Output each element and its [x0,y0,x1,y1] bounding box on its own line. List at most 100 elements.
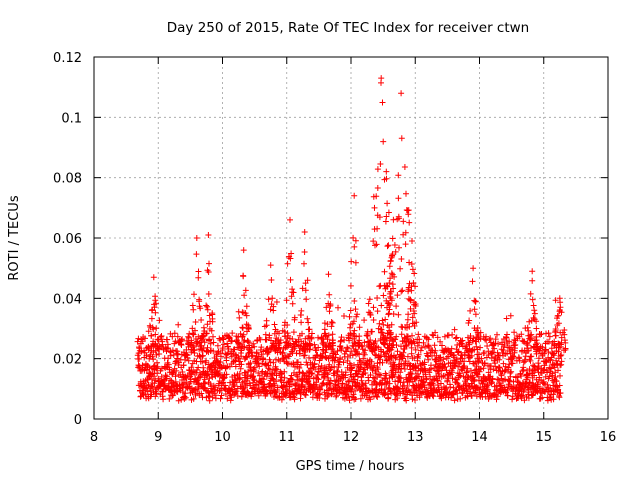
data-point [544,369,551,376]
data-point [529,392,535,399]
data-point [465,354,472,361]
data-point [169,370,176,376]
data-point [539,344,546,351]
data-point [374,166,381,173]
data-point [425,336,432,343]
data-point [341,337,348,343]
data-point [319,380,326,387]
data-point [371,204,378,211]
data-point [198,317,205,323]
data-point [160,396,167,403]
data-point [375,366,381,373]
data-point [386,334,393,341]
data-point [470,265,477,272]
data-point [291,314,298,321]
data-point [335,304,341,311]
data-point [268,301,275,308]
data-point [502,376,509,383]
data-point [195,274,202,281]
data-point [299,285,306,292]
data-point [404,316,411,323]
data-point [467,307,474,314]
data-point [374,394,381,400]
data-point [163,373,170,380]
data-point [360,355,367,362]
data-point [487,335,494,342]
data-point [352,340,359,347]
data-point [409,396,416,403]
data-point [268,277,275,283]
data-point [402,358,409,365]
data-point [347,324,353,331]
data-point [278,396,285,403]
data-point [242,287,249,294]
data-point [396,374,403,381]
data-point [494,331,500,338]
data-point [323,304,330,311]
data-point [215,369,222,376]
data-point [342,391,349,398]
data-point [360,366,367,373]
data-point [431,342,438,349]
data-point [559,329,566,336]
data-point [219,347,226,353]
data-point [562,345,569,352]
data-point [408,344,415,351]
data-point [412,387,419,394]
y-tick-label: 0.04 [53,292,82,307]
data-point [367,396,374,403]
data-point [407,297,414,304]
data-point [389,235,396,242]
data-point [547,385,554,392]
data-point [216,335,223,342]
data-point [389,281,396,288]
data-point [379,99,386,106]
data-point [395,373,402,380]
data-point [409,371,415,377]
data-point [395,195,402,202]
data-point [184,352,191,359]
data-point [214,342,221,349]
data-point [249,352,256,359]
data-point [397,369,404,376]
data-point [405,311,412,318]
data-point [321,330,328,337]
data-point [548,365,555,372]
data-point [481,360,488,367]
data-point [354,311,361,318]
data-point [533,350,540,357]
data-point [240,247,247,254]
data-point [311,341,318,348]
data-point [325,271,332,278]
data-point [346,377,353,384]
data-point [200,336,207,342]
data-point [392,336,399,343]
data-point [351,298,358,304]
data-point [158,333,165,339]
data-point [172,358,179,365]
data-point [394,395,401,402]
data-point [408,283,415,289]
data-point [467,347,474,354]
data-point [322,342,329,349]
data-point [414,336,421,343]
data-point [534,388,541,395]
data-point [531,310,538,317]
data-point [296,332,303,339]
data-point [206,397,213,404]
data-point [470,378,477,385]
data-point [511,329,518,336]
data-point [362,380,369,387]
data-point [210,333,216,340]
data-point [481,349,488,356]
x-tick-label: 13 [407,430,424,445]
data-point [461,363,468,369]
x-tick-label: 9 [154,430,162,445]
data-point [212,364,219,371]
x-tick-label: 8 [90,430,98,445]
data-point [291,345,298,352]
data-point [166,395,173,402]
data-point [368,358,375,365]
data-point [400,218,407,225]
data-point [463,369,470,376]
